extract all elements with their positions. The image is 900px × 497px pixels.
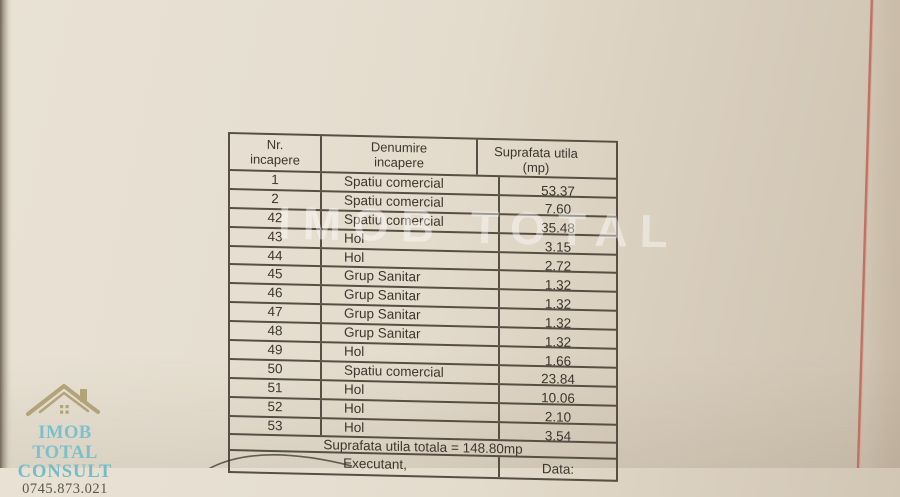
room-name: Hol (322, 229, 500, 251)
room-number: 52 (230, 397, 322, 417)
room-name: Grup Sanitar (322, 286, 500, 308)
room-area: 2.10 (544, 409, 572, 425)
header-text: incapere (250, 151, 300, 168)
room-number: 45 (230, 265, 322, 285)
header-text: Suprafata utila (494, 144, 578, 161)
room-name: Hol (322, 343, 500, 365)
room-area: 1.32 (544, 314, 572, 331)
room-name: Grup Sanitar (322, 267, 500, 289)
wall-shadow-right (866, 0, 900, 468)
room-number: 44 (230, 246, 322, 266)
room-area: 3.54 (544, 428, 572, 444)
paper-left-edge (0, 0, 12, 468)
room-area: 2.72 (544, 258, 572, 274)
room-number: 42 (230, 208, 322, 228)
room-area: 1.66 (544, 352, 572, 369)
measurement-table: Nr. incapere Denumire incapere Suprafata… (228, 132, 618, 483)
room-area: 1.32 (544, 277, 572, 293)
header-text: Nr. (266, 136, 284, 153)
room-name: Hol (322, 248, 500, 270)
room-area: 7.60 (544, 201, 572, 218)
room-area: 53.37 (541, 182, 575, 199)
room-name: Grup Sanitar (322, 324, 500, 346)
room-name: Spatiu comercial (322, 210, 500, 232)
logo-phone: 0745.873.021 (22, 481, 108, 497)
room-area: 35.48 (541, 220, 575, 237)
room-number: 46 (230, 284, 322, 304)
logo-house-icon (26, 384, 100, 416)
room-number: 51 (230, 378, 322, 398)
room-number: 50 (230, 359, 322, 379)
room-name: Spatiu comercial (322, 173, 500, 195)
room-name: Hol (322, 418, 500, 440)
table-frame: Nr. incapere Denumire incapere Suprafata… (228, 132, 618, 483)
room-name: Hol (322, 380, 500, 402)
logo-company-name: IMOB TOTAL (32, 423, 98, 463)
company-logo: IMOB TOTAL CONSULT 0745.873.021 (4, 382, 126, 497)
header-denumire: Denumire incapere (322, 136, 478, 175)
room-name: Hol (322, 399, 500, 421)
room-number: 53 (230, 416, 322, 436)
room-area: 3.15 (544, 239, 572, 255)
room-name: Spatiu comercial (322, 362, 500, 383)
header-text: (mp) (522, 159, 550, 175)
room-number: 48 (230, 322, 322, 342)
room-number: 1 (230, 171, 322, 191)
logo-company-name-2: CONSULT (17, 462, 113, 482)
data-label: Data: (541, 461, 575, 478)
room-name: Grup Sanitar (322, 305, 500, 327)
room-number: 2 (230, 189, 322, 209)
room-number: 47 (230, 303, 322, 323)
room-area: 10.06 (541, 390, 575, 407)
room-area: 23.84 (541, 371, 575, 388)
room-number: 49 (230, 341, 322, 361)
header-nr-incapere: Nr. incapere (230, 134, 322, 172)
header-suprafata: Suprafata utila (mp) (478, 140, 594, 178)
header-text: incapere (374, 153, 424, 170)
room-area: 1.32 (544, 333, 572, 350)
room-area: 1.32 (544, 296, 572, 312)
room-number: 43 (230, 227, 322, 247)
room-name: Spatiu comercial (322, 192, 500, 213)
